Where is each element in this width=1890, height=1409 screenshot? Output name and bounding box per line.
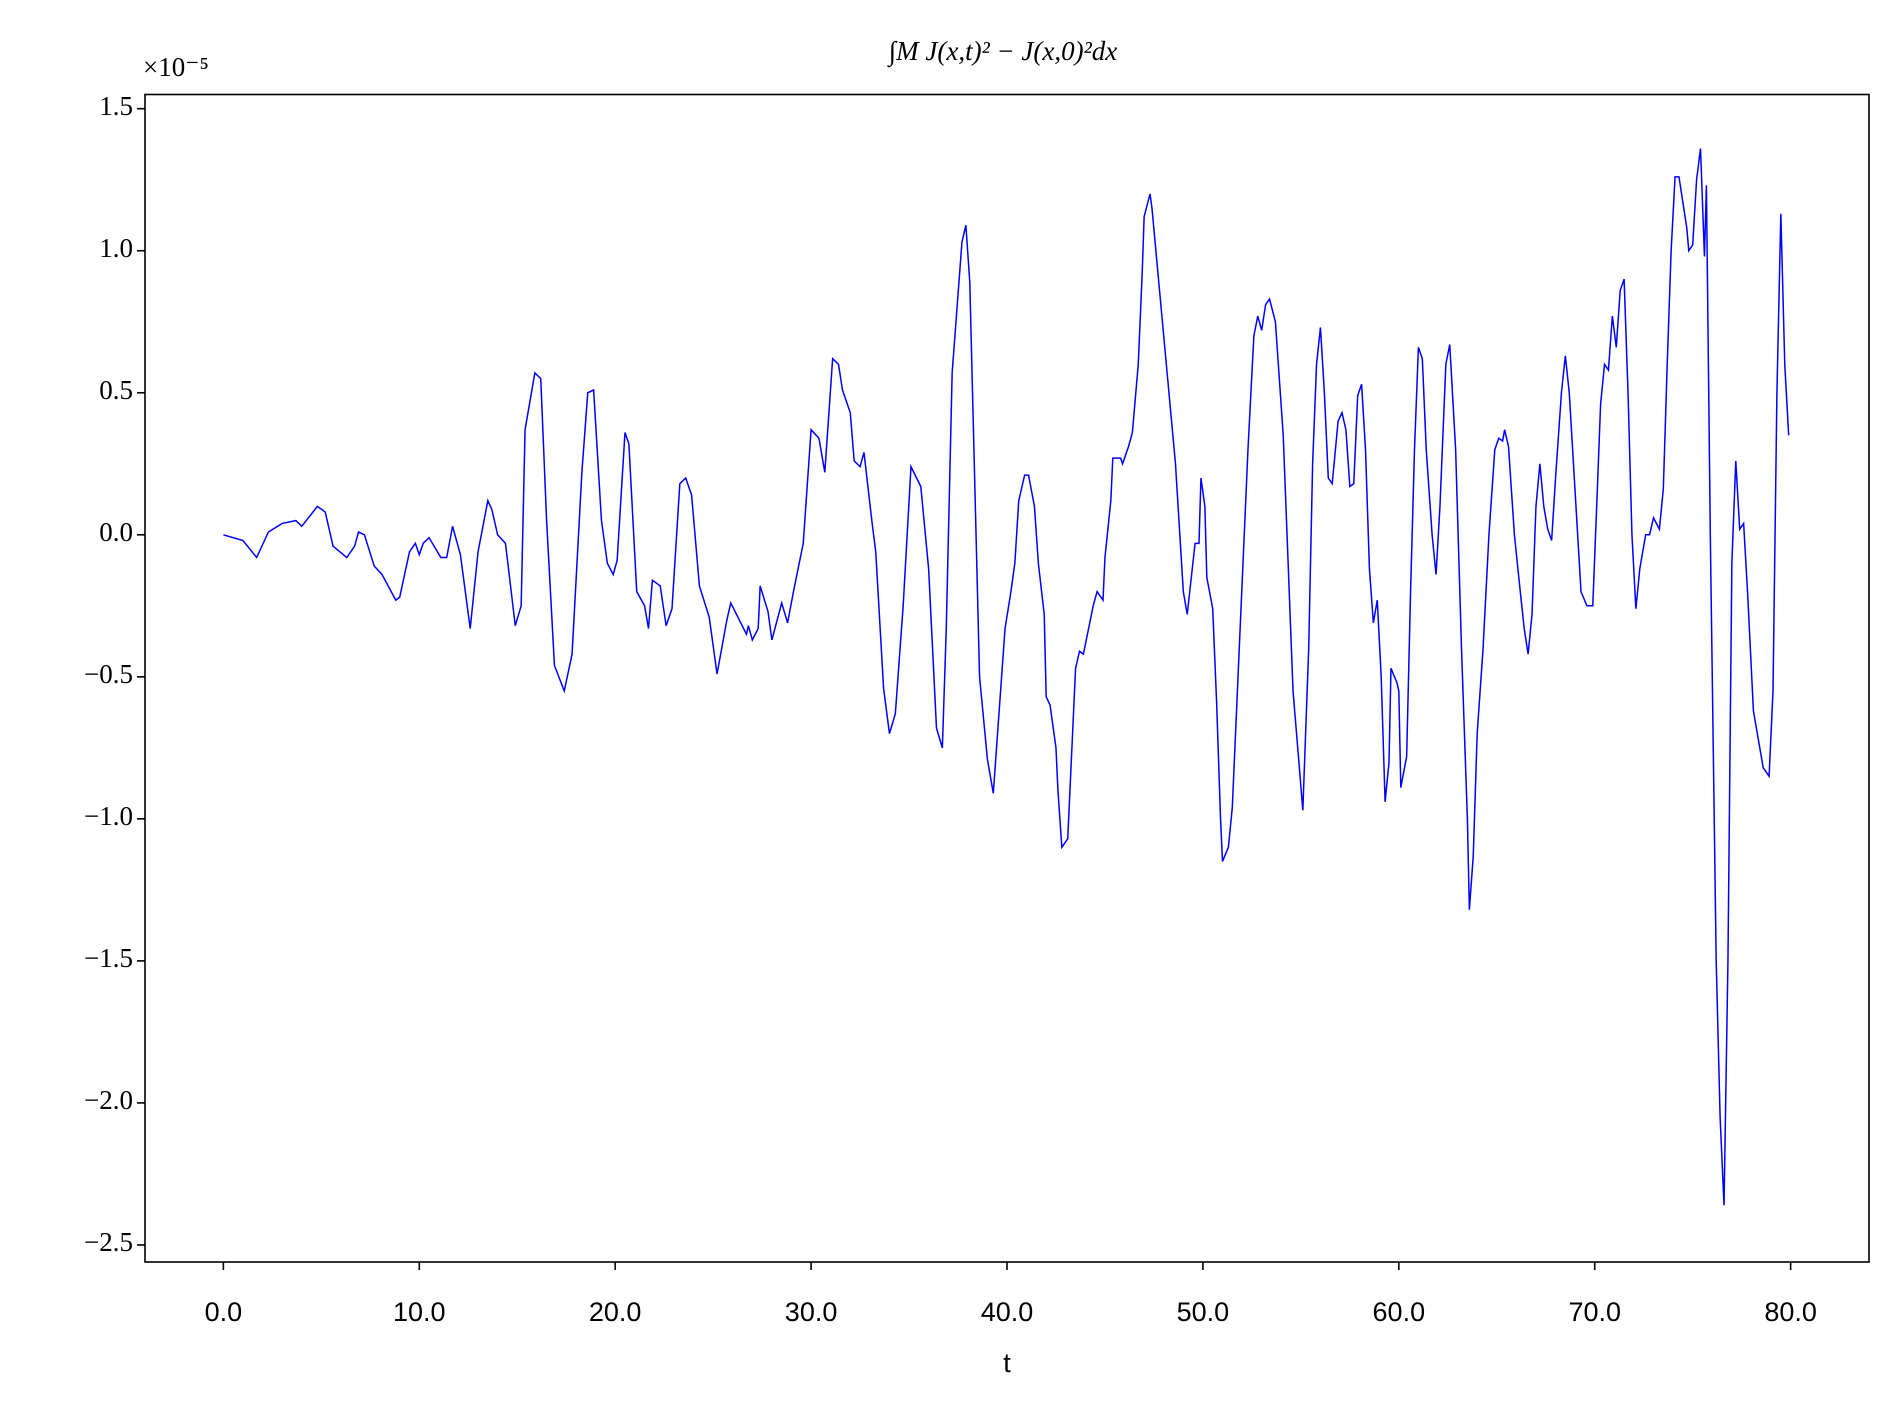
x-tick-label: 30.0 — [785, 1297, 838, 1327]
x-tick-label: 20.0 — [589, 1297, 642, 1327]
x-tick-label: 80.0 — [1764, 1297, 1817, 1327]
y-tick-label: 1.5 — [99, 91, 133, 121]
x-axis-label: t — [1003, 1348, 1011, 1378]
plot-frame — [144, 93, 1870, 1263]
y-tick-label: 1.0 — [99, 233, 133, 263]
y-tick-label: −1.0 — [84, 801, 133, 831]
chart-title: ∫M J(x,t)² − J(x,0)²dx — [887, 36, 1117, 68]
y-tick-label: −2.5 — [84, 1227, 133, 1257]
x-tick-label: 10.0 — [393, 1297, 446, 1327]
x-tick-label: 70.0 — [1568, 1297, 1621, 1327]
y-tick-label: −2.0 — [84, 1085, 133, 1115]
x-tick-label: 40.0 — [981, 1297, 1034, 1327]
y-tick-label: 0.5 — [99, 375, 133, 405]
data-line — [223, 148, 1790, 1206]
y-tick-label: −0.5 — [84, 659, 133, 689]
x-tick-label: 50.0 — [1177, 1297, 1230, 1327]
y-tick-label: −1.5 — [84, 943, 133, 973]
x-tick-label: 60.0 — [1373, 1297, 1426, 1327]
y-offset-label: ×10⁻⁵ — [143, 52, 209, 82]
x-tick-label: 0.0 — [205, 1297, 243, 1327]
y-tick-label: 0.0 — [99, 517, 133, 547]
